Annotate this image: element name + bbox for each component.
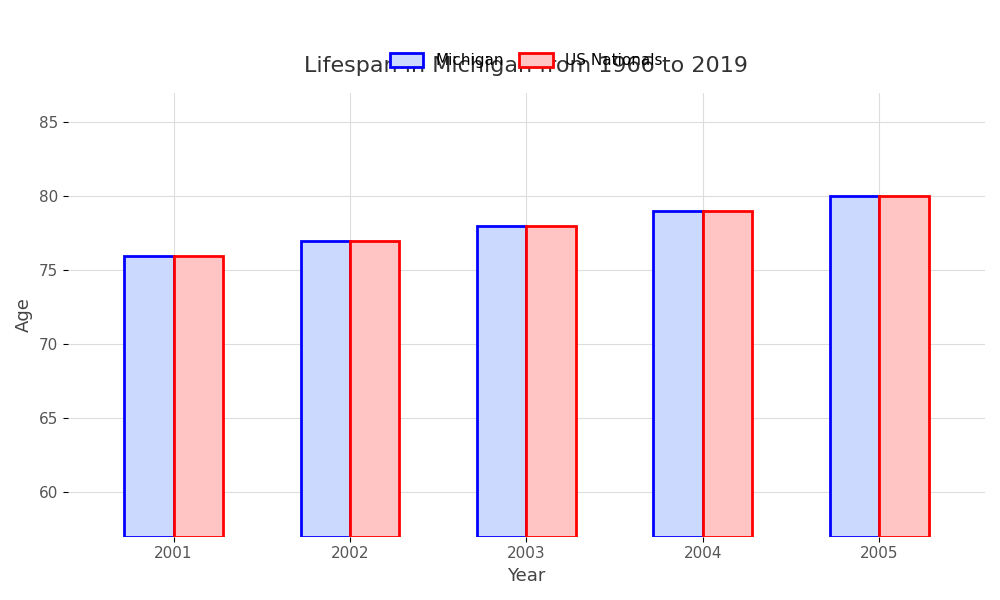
Title: Lifespan in Michigan from 1966 to 2019: Lifespan in Michigan from 1966 to 2019 bbox=[304, 56, 748, 76]
X-axis label: Year: Year bbox=[507, 567, 546, 585]
Bar bbox=[703, 211, 752, 537]
Bar bbox=[653, 211, 703, 537]
Bar bbox=[124, 256, 174, 537]
Y-axis label: Age: Age bbox=[15, 298, 33, 332]
Bar bbox=[879, 196, 929, 537]
Legend: Michigan, US Nationals: Michigan, US Nationals bbox=[384, 47, 669, 74]
Bar bbox=[301, 241, 350, 537]
Bar bbox=[477, 226, 526, 537]
Bar bbox=[350, 241, 399, 537]
Bar bbox=[174, 256, 223, 537]
Bar bbox=[526, 226, 576, 537]
Bar bbox=[830, 196, 879, 537]
